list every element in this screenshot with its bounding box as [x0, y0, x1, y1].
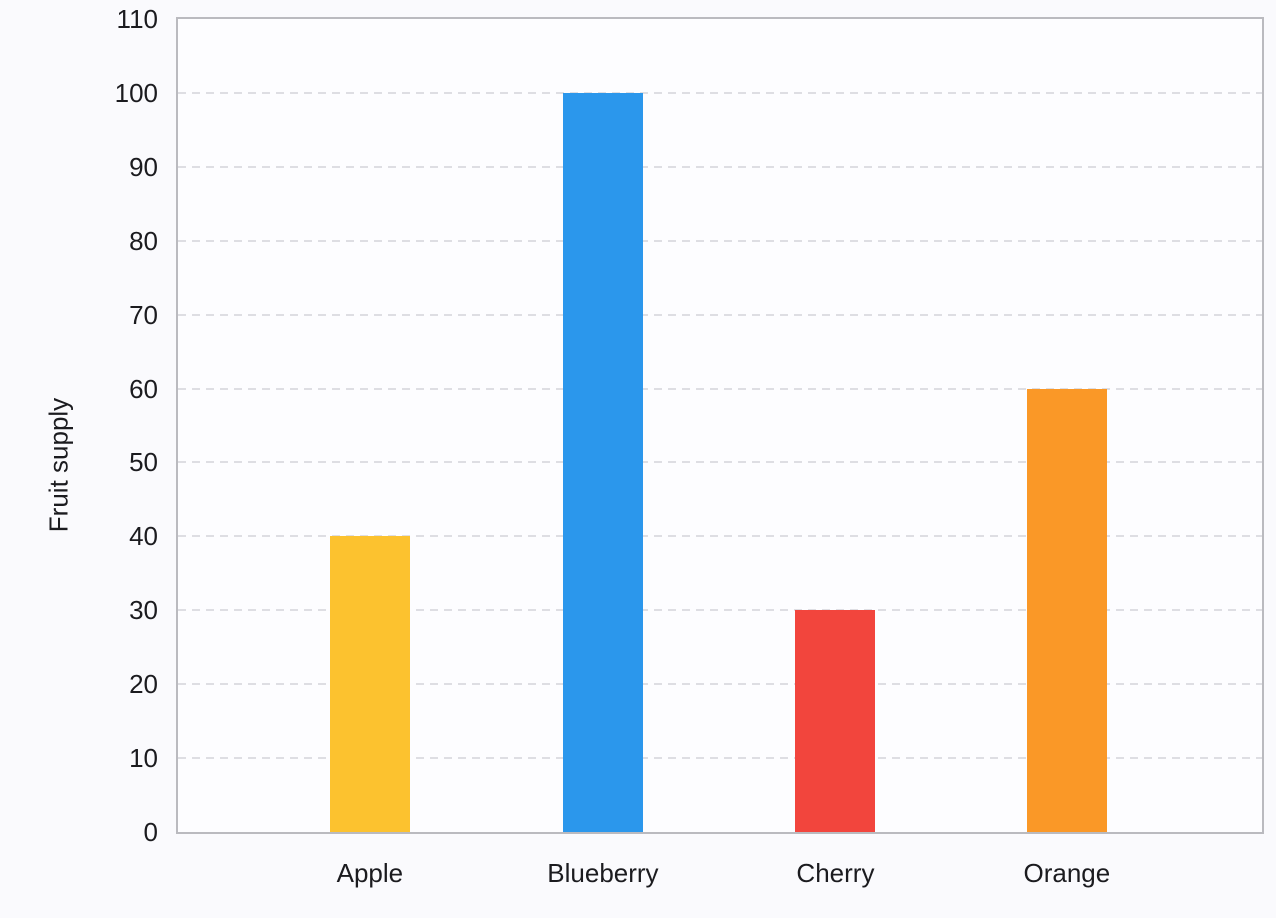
x-axis-label-cherry: Cherry [796, 858, 875, 888]
y-tick-label-100: 100 [114, 77, 158, 108]
y-tick-label-20: 20 [129, 669, 158, 700]
y-axis-ticks: 0 10 20 30 40 50 60 70 80 90 100 110 [0, 0, 158, 918]
x-axis-label-orange: Orange [1023, 858, 1111, 888]
gridline-90 [178, 165, 1262, 168]
bar-orange [1026, 388, 1107, 832]
y-tick-label-60: 60 [129, 373, 158, 404]
y-tick-label-70: 70 [129, 299, 158, 330]
bar-apple [329, 536, 410, 832]
y-tick-label-90: 90 [129, 151, 158, 182]
x-axis-label-blueberry: Blueberry [547, 858, 659, 888]
y-tick-label-110: 110 [116, 4, 158, 34]
gridline-80 [178, 239, 1262, 242]
y-tick-label-10: 10 [129, 743, 158, 774]
bar-cherry [795, 610, 876, 832]
y-tick-label-40: 40 [129, 521, 158, 552]
y-tick-label-80: 80 [129, 225, 158, 256]
y-tick-label-50: 50 [129, 447, 158, 478]
y-tick-label-0: 0 [143, 817, 158, 847]
y-tick-label-30: 30 [129, 595, 158, 626]
gridline-100 [178, 91, 1262, 94]
plot-area [176, 17, 1264, 834]
x-axis-label-apple: Apple [336, 858, 404, 888]
gridline-70 [178, 313, 1262, 316]
x-axis-labels: Apple Blueberry Cherry Orange [0, 832, 1276, 918]
bar-blueberry [562, 92, 643, 832]
